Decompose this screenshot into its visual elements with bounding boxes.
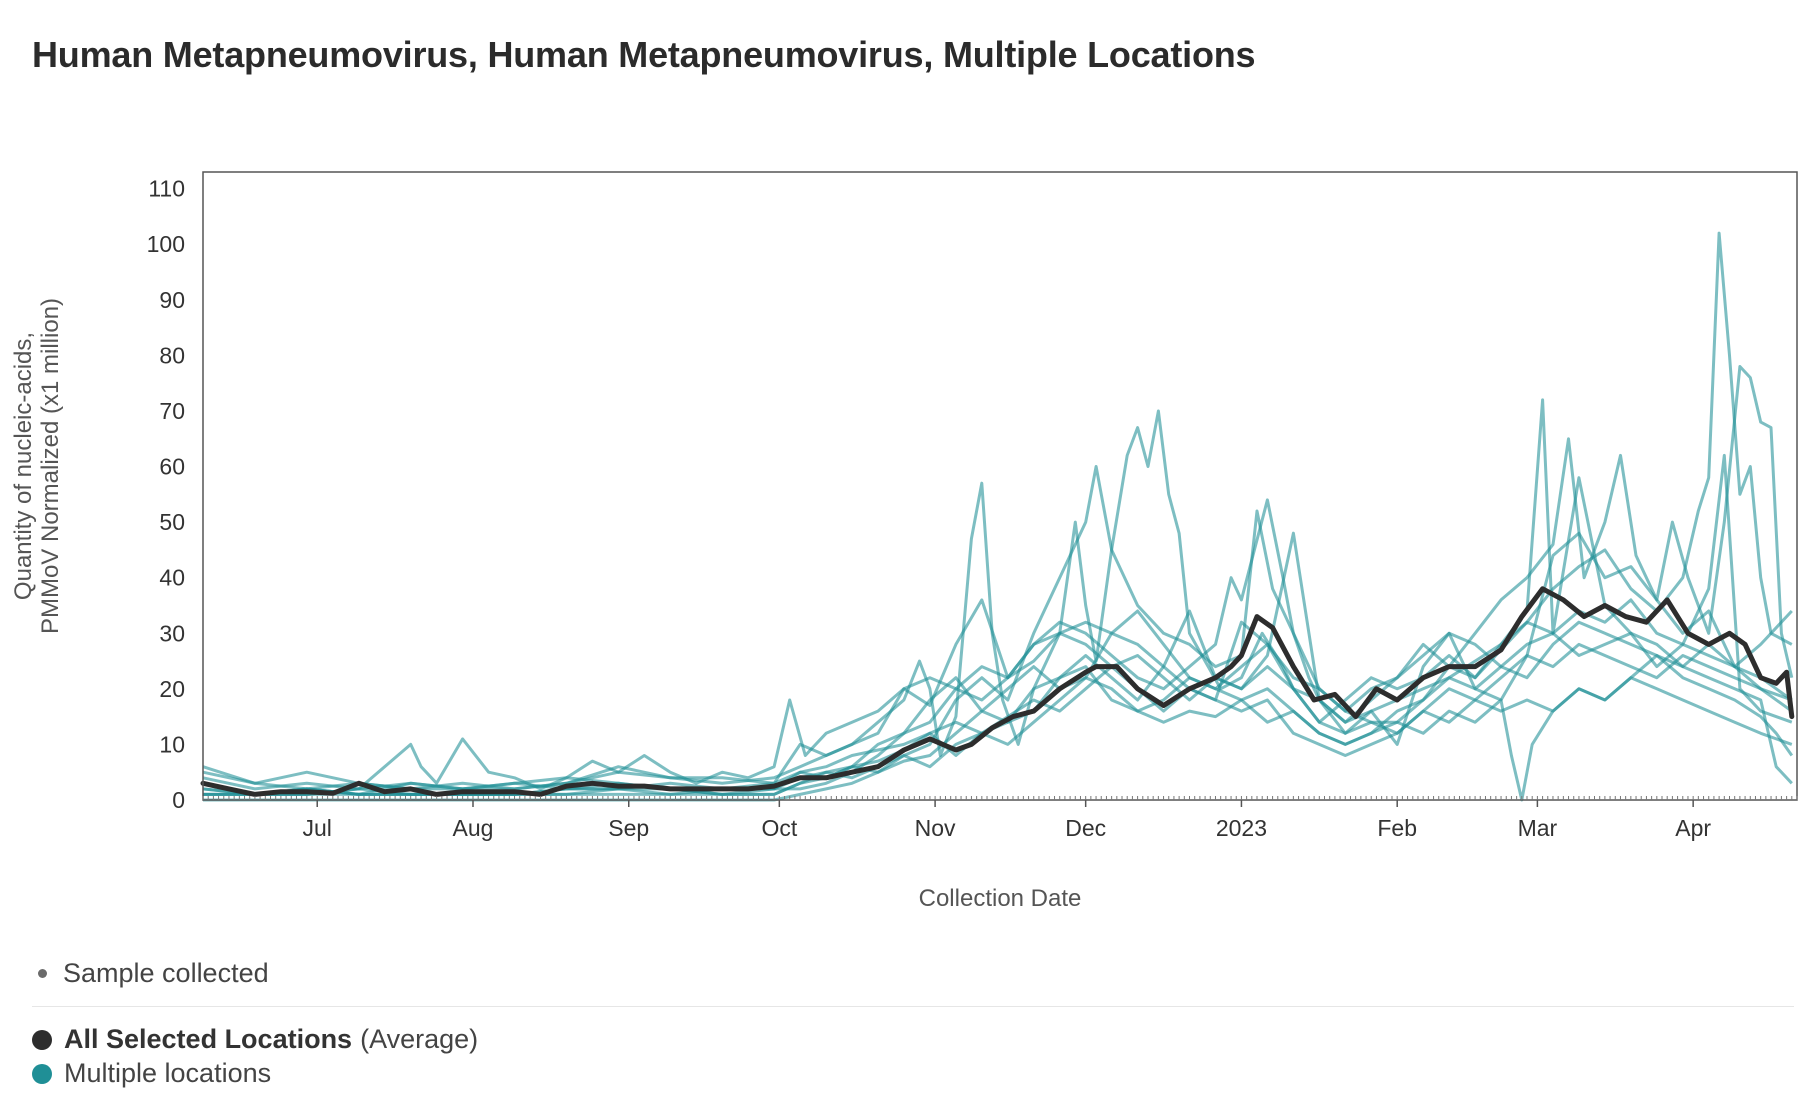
page-title: Human Metapneumovirus, Human Metapneumov…	[32, 34, 1256, 75]
plot-frame	[202, 171, 1798, 801]
x-tick-label: Apr	[1675, 815, 1711, 841]
multiple-dot-icon	[32, 1063, 52, 1084]
y-tick-label: 90	[159, 287, 185, 313]
legend-average[interactable]: All Selected Locations (Average)	[32, 1024, 478, 1055]
location-series-line[interactable]	[202, 231, 1793, 791]
x-tick-label: Dec	[1065, 815, 1106, 841]
sample-marks	[202, 796, 1798, 800]
x-tick-label: Oct	[761, 815, 797, 841]
y-tick-label: 60	[159, 454, 185, 480]
sample-dot-icon	[38, 969, 47, 978]
y-tick-label: 70	[159, 398, 185, 424]
y-axis-label-line1: Quantity of nucleic-acids,	[10, 332, 37, 600]
x-axis: Jul Aug Sep Oct Nov Dec 2023 Feb Mar Apr	[303, 800, 1711, 841]
y-tick-label: 0	[172, 787, 185, 813]
legend-multiple[interactable]: Multiple locations	[32, 1058, 271, 1089]
legend-divider	[32, 1006, 1794, 1007]
location-series-line[interactable]	[203, 642, 1793, 802]
y-tick-label: 30	[159, 620, 185, 646]
y-tick-label: 100	[147, 231, 185, 257]
average-layer	[200, 586, 1795, 797]
x-axis-label: Collection Date	[919, 885, 1082, 912]
x-tick-label: Mar	[1518, 815, 1558, 841]
average-dot-icon	[32, 1029, 52, 1050]
location-series-line[interactable]	[202, 609, 1794, 796]
x-tick-label: Aug	[453, 815, 494, 841]
location-series-line[interactable]	[203, 631, 1793, 796]
x-tick-label: 2023	[1216, 815, 1267, 841]
average-series-line[interactable]	[200, 586, 1795, 797]
legend-sample: Sample collected	[32, 958, 269, 989]
line-chart: Quantity of nucleic-acids, PMMoV Normali…	[10, 171, 1798, 912]
legend-average-label: All Selected Locations	[64, 1024, 353, 1054]
x-tick-label: Nov	[915, 815, 956, 841]
series-layer	[202, 231, 1794, 802]
legend-multiple-label: Multiple locations	[64, 1058, 272, 1088]
location-series-line[interactable]	[202, 365, 1794, 796]
legend-sample-label: Sample collected	[63, 958, 269, 988]
legend-average-suffix: (Average)	[360, 1024, 479, 1054]
y-axis-label-line2: PMMoV Normalized (x1 million)	[37, 298, 64, 634]
y-tick-label: 20	[159, 676, 185, 702]
y-tick-label: 110	[148, 176, 185, 202]
x-tick-label: Jul	[303, 815, 332, 841]
y-tick-label: 40	[159, 565, 185, 591]
y-tick-label: 10	[159, 731, 185, 757]
x-tick-label: Sep	[608, 815, 649, 841]
x-tick-label: Feb	[1377, 815, 1417, 841]
y-tick-label: 80	[159, 342, 185, 368]
y-tick-label: 50	[159, 509, 185, 535]
y-axis-label: Quantity of nucleic-acids, PMMoV Normali…	[10, 298, 64, 634]
y-axis: 0 10 20 30 40 50 60 70 80 90 100 110	[147, 176, 185, 813]
